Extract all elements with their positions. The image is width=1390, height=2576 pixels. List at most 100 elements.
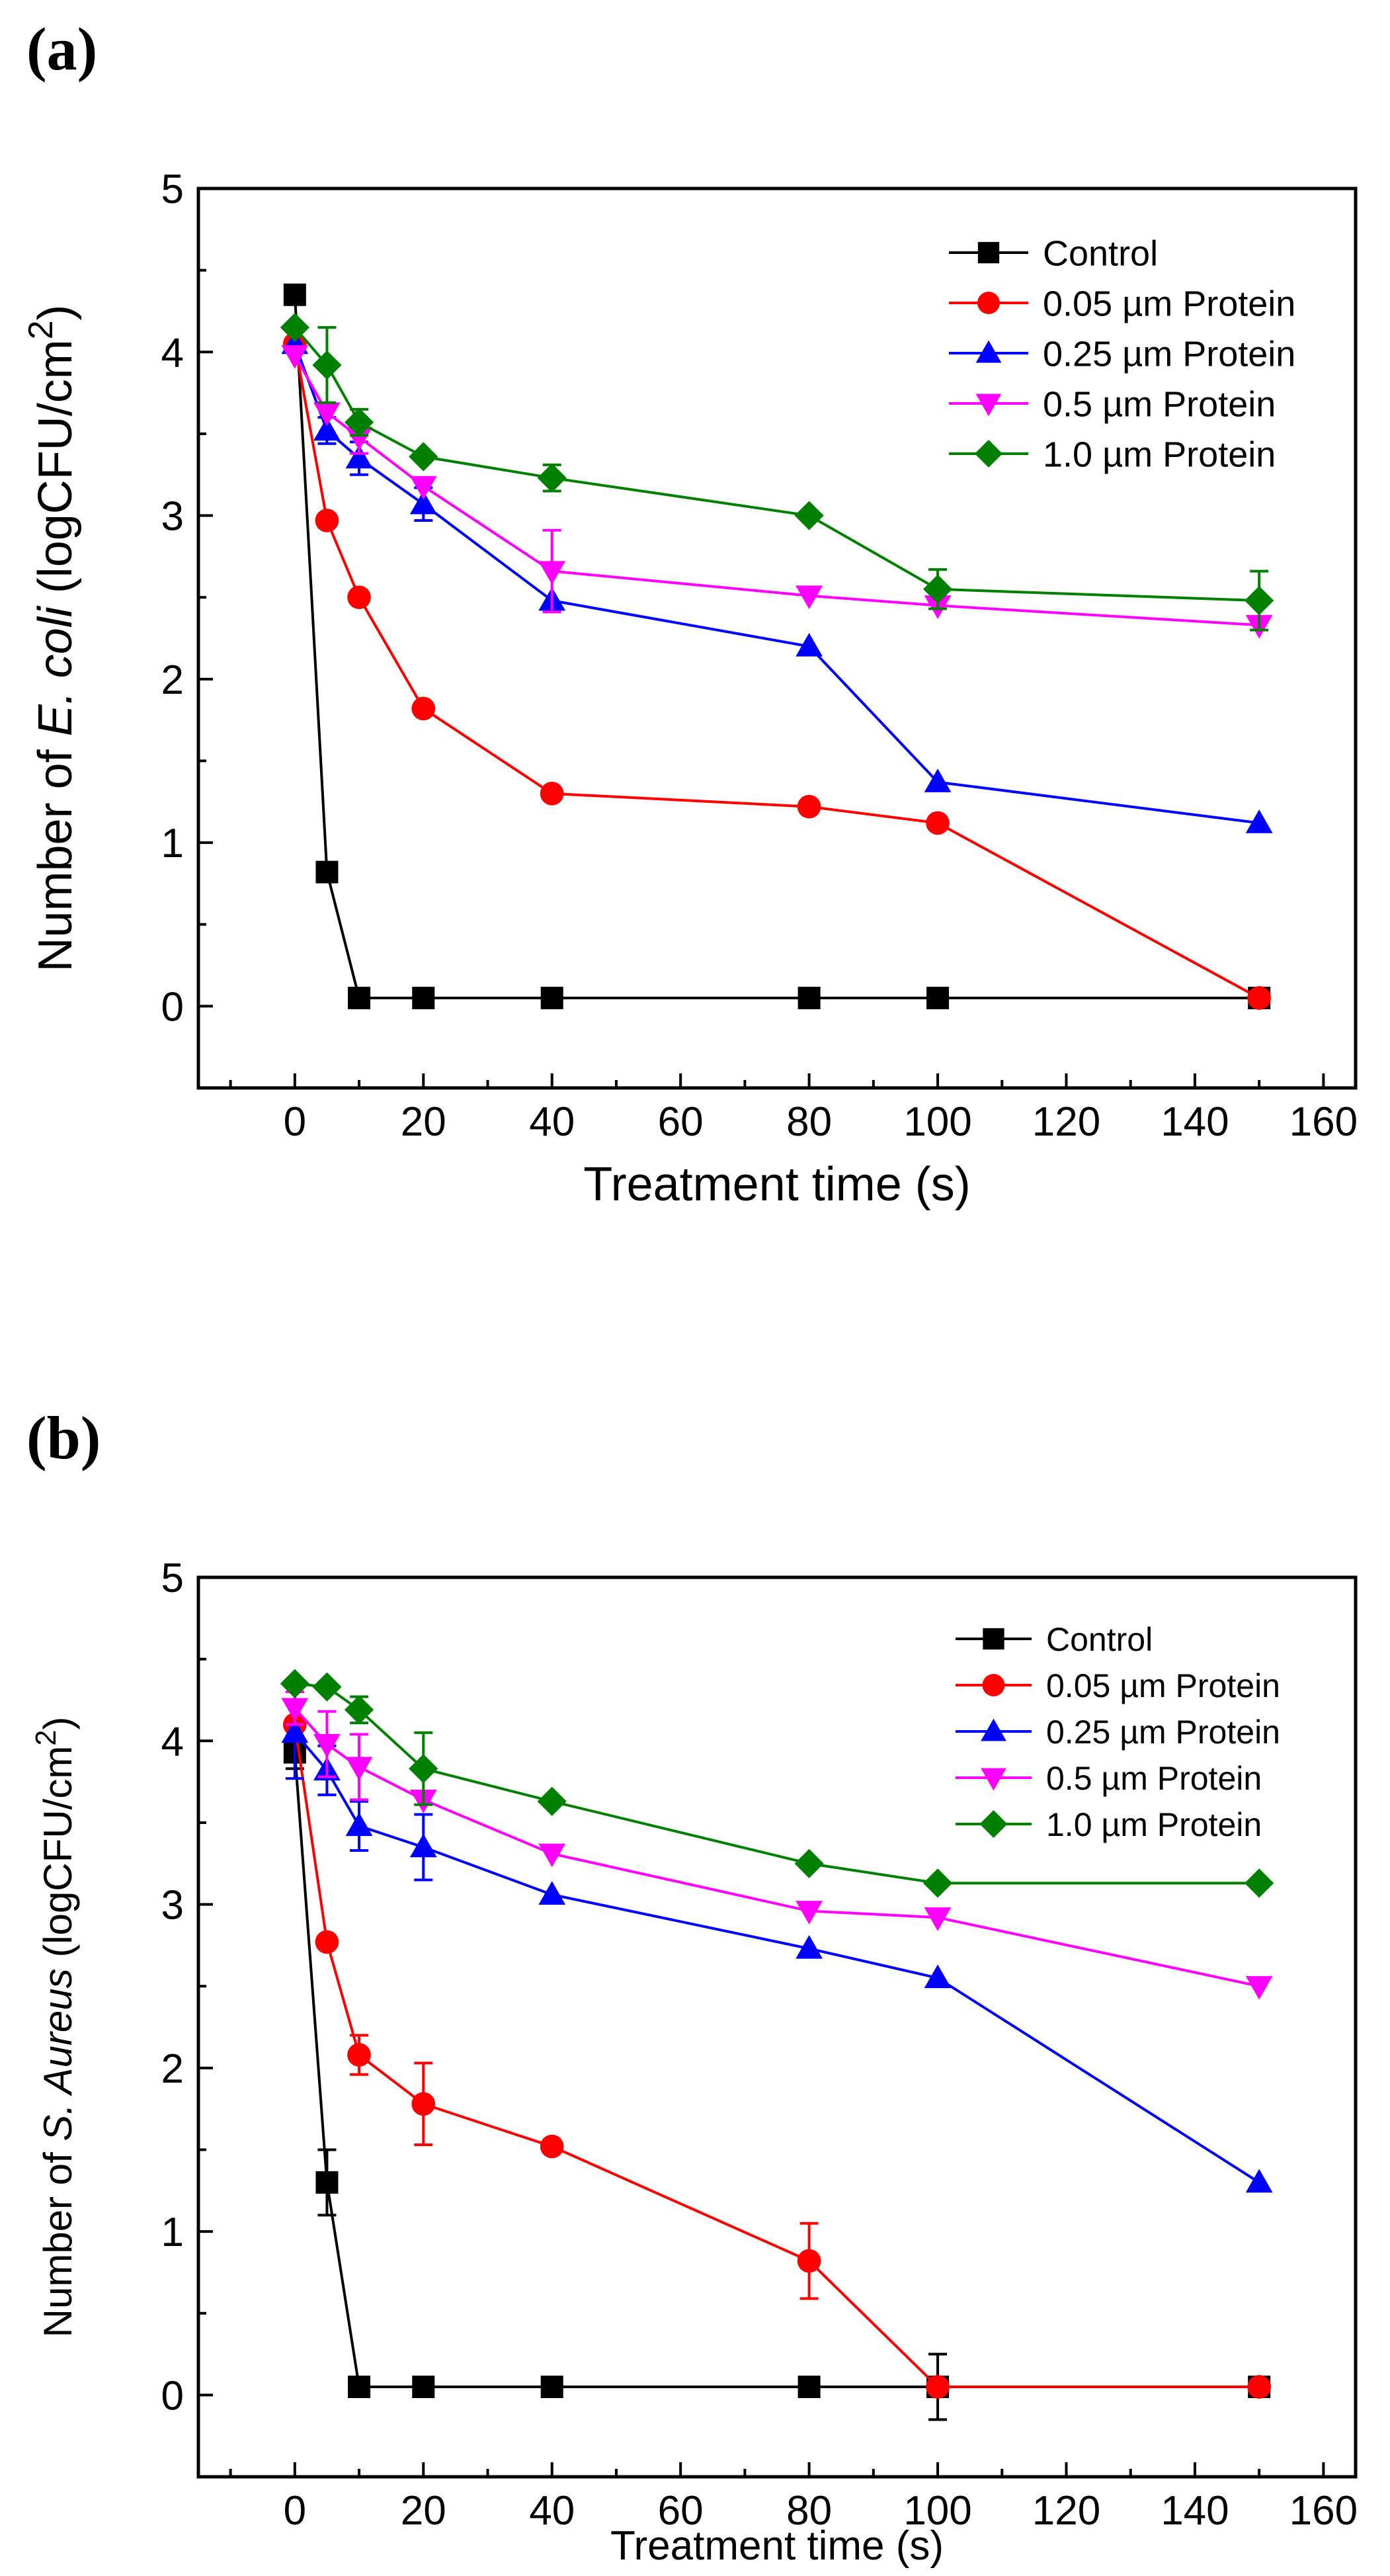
x-tick-label: 60	[658, 1099, 704, 1145]
data-point	[537, 1786, 567, 1816]
x-tick-label: 100	[903, 1099, 971, 1145]
legend: Control 0.05 µm Protein 0.25 µm Protein 0.5…	[949, 233, 1295, 474]
data-point	[280, 1669, 309, 1698]
plot-frame	[196, 187, 1358, 1090]
x-tick-label: 120	[1032, 1099, 1100, 1145]
y-tick-label: 1	[161, 821, 184, 866]
panel-label: (b)	[26, 1404, 101, 1472]
data-point	[344, 1695, 374, 1725]
series-3	[281, 345, 1273, 639]
data-point	[412, 2376, 435, 2398]
data-point	[1247, 986, 1272, 1010]
data-point	[796, 1901, 823, 1925]
data-point	[924, 1907, 952, 1931]
legend-entry: 0.5 µm Protein	[1043, 384, 1276, 424]
data-point	[1247, 2375, 1272, 2399]
x-tick-label: 40	[529, 2488, 575, 2534]
x-tick-label: 100	[903, 2488, 971, 2534]
data-point	[345, 1812, 373, 1837]
plot-frame	[196, 1575, 1358, 2479]
legend-entry: 0.25 µm Protein	[1046, 1714, 1280, 1751]
data-point	[312, 350, 342, 380]
data-point	[345, 1757, 373, 1781]
chart-panel-b: (b) 0 20 40 60 80 100 120 140 160 0 1 2 3 4 5 Treatment …	[26, 1404, 1358, 2569]
x-tick-label: 160	[1289, 1099, 1358, 1145]
series-line	[293, 1724, 1260, 2388]
y-axis-label: Number of E. coli (logCFU/cm2)	[21, 304, 82, 972]
data-point	[922, 1868, 953, 1898]
x-tick-label: 120	[1032, 2488, 1100, 2534]
legend-marker	[982, 1674, 1005, 1696]
series-1	[282, 332, 1272, 1010]
data-point	[1245, 586, 1274, 616]
data-point	[281, 345, 309, 369]
data-point	[1245, 810, 1273, 833]
legend-marker	[977, 241, 1000, 264]
series-4	[280, 313, 1274, 632]
panel-label: (a)	[26, 15, 97, 83]
data-point	[409, 1754, 438, 1784]
data-point	[797, 2249, 821, 2273]
x-tick-label: 80	[786, 2488, 832, 2534]
legend-entry: 0.05 µm Protein	[1043, 284, 1295, 323]
data-point	[348, 2376, 371, 2398]
data-point	[409, 490, 437, 515]
legend-marker	[975, 340, 1002, 363]
data-point	[280, 313, 309, 343]
x-tick-label: 40	[529, 1099, 575, 1145]
y-tick-label: 4	[161, 330, 184, 376]
data-point	[412, 987, 435, 1009]
data-point	[924, 1964, 952, 1989]
data-point	[409, 1833, 437, 1858]
data-point	[347, 2043, 371, 2067]
data-point	[315, 1930, 339, 1954]
x-tick-label: 60	[658, 2488, 704, 2534]
data-point	[797, 987, 821, 1009]
y-tick-label: 5	[161, 167, 184, 212]
x-tick-label: 140	[1161, 2488, 1229, 2534]
data-point	[922, 574, 953, 604]
data-point	[796, 632, 823, 657]
data-point	[409, 476, 437, 500]
chart-panel-a: (a) 0 20 40 60 80 100 120 140 160 0 1 2 3 4 5 Treatment …	[21, 15, 1358, 1211]
x-tick-label: 0	[284, 2488, 306, 2534]
data-point	[313, 1733, 341, 1758]
legend-marker	[975, 440, 1002, 468]
legend-entry: 0.25 µm Protein	[1043, 334, 1295, 374]
y-tick-label: 4	[161, 1719, 184, 1765]
series-3	[281, 1690, 1273, 2000]
x-tick-label: 80	[786, 1099, 832, 1145]
legend-entry: 0.5 µm Protein	[1046, 1760, 1262, 1797]
data-point	[926, 2375, 950, 2399]
data-point	[794, 1849, 824, 1878]
data-point	[313, 417, 341, 441]
x-axis-label: Treatment time (s)	[610, 2523, 944, 2569]
data-point	[796, 585, 823, 610]
series-line	[294, 1731, 1260, 2184]
series-0	[283, 1734, 1271, 2421]
series-line	[293, 294, 1260, 999]
data-point	[537, 463, 567, 493]
data-point	[538, 1843, 566, 1868]
data-point	[344, 407, 374, 437]
y-tick-label: 0	[161, 984, 184, 1030]
series-line	[293, 1752, 1260, 2388]
data-point	[538, 561, 566, 585]
x-tick-label: 20	[401, 1099, 446, 1145]
x-tick-label: 160	[1289, 2488, 1358, 2534]
legend-marker	[983, 1628, 1004, 1650]
data-point	[281, 1698, 309, 1722]
data-point	[347, 585, 371, 610]
legend-entry: Control	[1046, 1621, 1153, 1658]
data-point	[315, 2171, 339, 2194]
data-point	[313, 402, 341, 427]
legend-marker	[981, 1718, 1006, 1741]
y-tick-label: 0	[161, 2373, 184, 2419]
legend-marker	[977, 292, 1000, 314]
series-1	[282, 1712, 1272, 2399]
series-4	[280, 1669, 1274, 1898]
data-point	[315, 860, 339, 884]
y-tick-label: 2	[161, 657, 184, 703]
data-point	[797, 2376, 821, 2398]
